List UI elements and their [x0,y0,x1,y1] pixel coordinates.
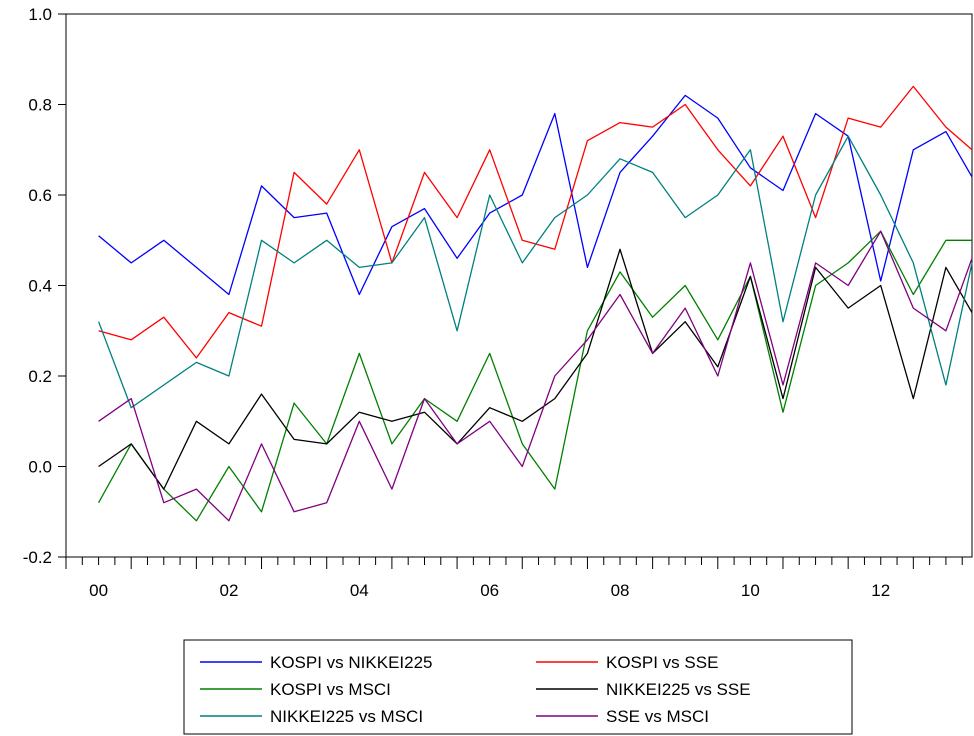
y-tick-label: 0.6 [28,186,52,205]
plot-frame [65,13,973,558]
y-tick-label: 0.4 [28,277,52,296]
y-tick-label: 0.0 [28,458,52,477]
series-line-1 [98,85,973,359]
x-tick-label: 04 [350,581,369,600]
y-tick-label: 0.2 [28,367,52,386]
x-tick-label: 06 [480,581,499,600]
y-tick-label: 1.0 [28,5,52,24]
series-layer [97,85,973,522]
series-line-4 [97,135,973,409]
x-tick-label: 12 [871,581,890,600]
series-line-3 [98,248,973,490]
legend: KOSPI vs NIKKEI225 KOSPI vs SSE KOSPI vs M… [183,639,853,735]
x-tick-label: 02 [219,581,238,600]
series-line-0 [98,94,973,296]
legend-label-2: KOSPI vs MSCI [270,680,391,699]
y-tick-label: -0.2 [23,548,52,567]
legend-label-0: KOSPI vs NIKKEI225 [270,653,433,672]
series-line-5 [98,230,973,522]
x-tick-label: 10 [741,581,760,600]
y-tick-label: 0.8 [28,96,52,115]
legend-label-5: SSE vs MSCI [606,707,709,726]
axis-layer: -0.2 0.0 0.2 0.4 0.6 0.8 1.0 00 02 04 06 08 10 12 [23,5,963,600]
legend-label-1: KOSPI vs SSE [606,653,718,672]
legend-label-3: NIKKEI225 vs SSE [606,680,751,699]
x-tick-label: 00 [89,581,108,600]
legend-box [183,639,853,735]
x-tick-label: 08 [611,581,630,600]
legend-label-4: NIKKEI225 vs MSCI [270,707,423,726]
